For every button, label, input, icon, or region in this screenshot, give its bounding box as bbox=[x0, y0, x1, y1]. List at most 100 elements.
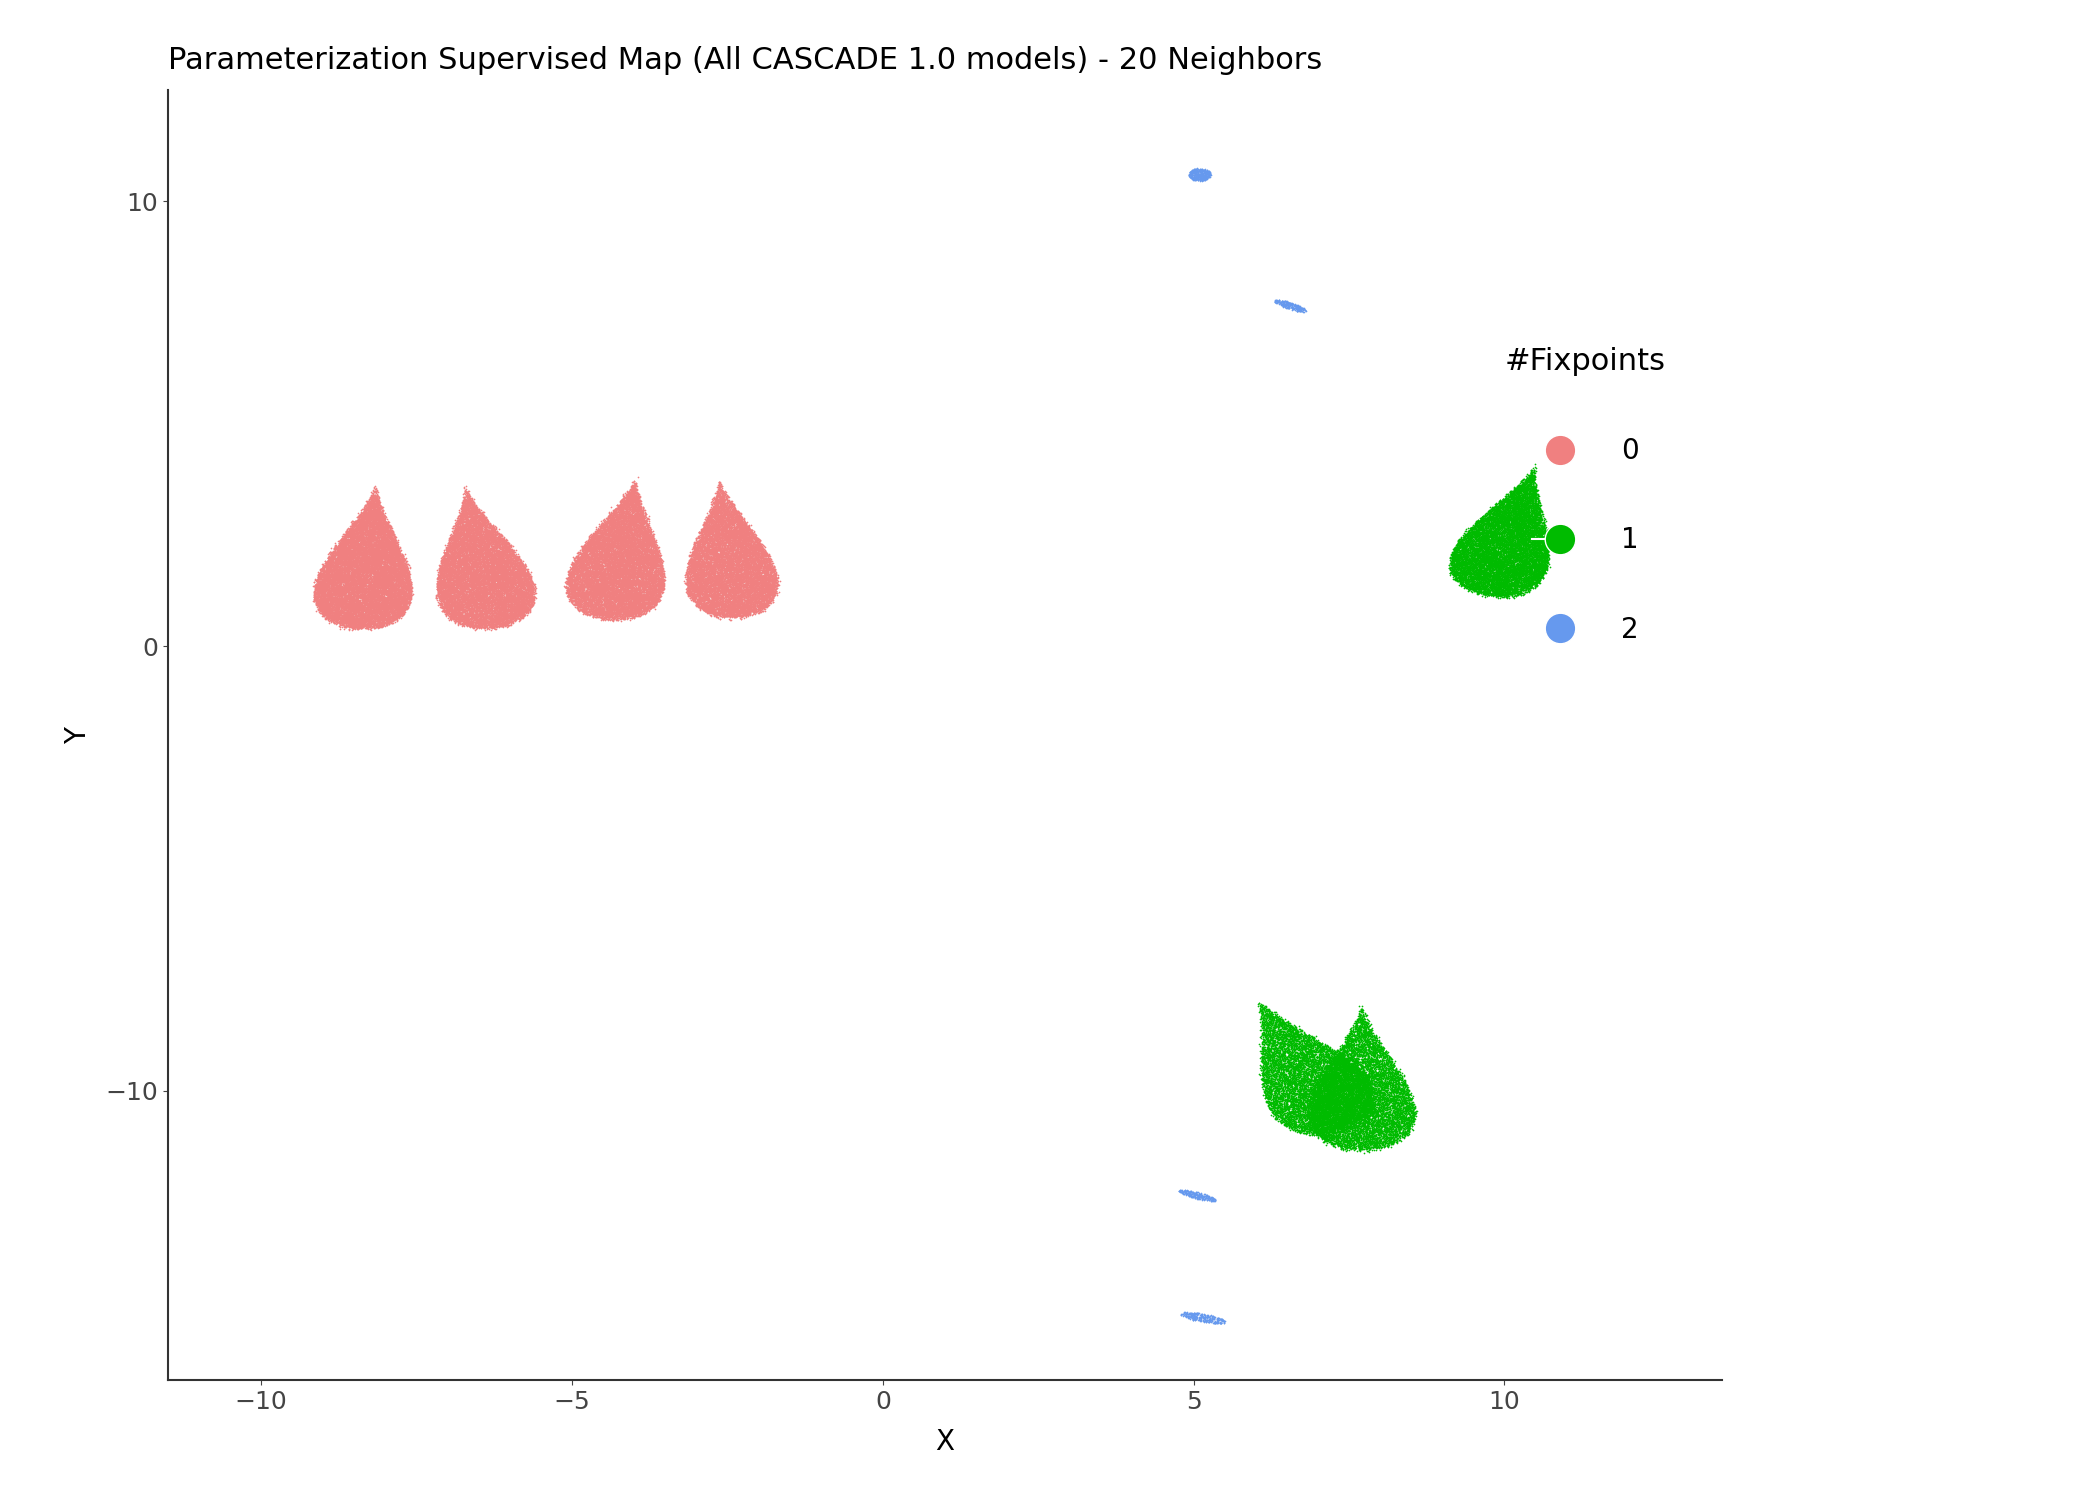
Point bbox=[1443, 532, 1476, 556]
Point bbox=[1508, 567, 1541, 591]
Point bbox=[1516, 531, 1550, 555]
Point bbox=[1254, 1011, 1287, 1035]
Point bbox=[687, 579, 720, 603]
Point bbox=[1250, 1056, 1283, 1080]
Point bbox=[445, 548, 479, 572]
Point bbox=[634, 576, 668, 600]
Point bbox=[334, 573, 367, 597]
Point bbox=[1527, 544, 1560, 568]
Point bbox=[603, 514, 636, 538]
Point bbox=[1516, 500, 1550, 523]
Point bbox=[355, 507, 388, 531]
Point bbox=[1352, 1029, 1386, 1053]
Point bbox=[1189, 1186, 1222, 1210]
Point bbox=[489, 548, 523, 572]
Point bbox=[735, 578, 769, 602]
Point bbox=[1340, 1060, 1373, 1084]
Point bbox=[1499, 494, 1533, 517]
Point bbox=[300, 591, 334, 615]
Point bbox=[584, 542, 617, 566]
Point bbox=[693, 590, 727, 613]
Point bbox=[731, 518, 764, 542]
Point bbox=[475, 567, 508, 591]
Point bbox=[313, 585, 346, 609]
Point bbox=[1348, 1132, 1382, 1156]
Point bbox=[1497, 507, 1531, 531]
Point bbox=[1300, 1113, 1334, 1137]
Point bbox=[1306, 1064, 1340, 1088]
Point bbox=[722, 506, 756, 530]
Point bbox=[674, 550, 708, 574]
Point bbox=[334, 590, 367, 613]
Point bbox=[1466, 576, 1499, 600]
Point bbox=[746, 546, 779, 570]
Point bbox=[1518, 476, 1552, 500]
Point bbox=[746, 580, 779, 604]
Point bbox=[1279, 1071, 1312, 1095]
Point bbox=[685, 567, 718, 591]
Point bbox=[363, 509, 397, 532]
Point bbox=[634, 572, 668, 596]
Point bbox=[391, 596, 424, 619]
Point bbox=[460, 614, 493, 638]
Point bbox=[1369, 1066, 1403, 1090]
Point bbox=[582, 578, 615, 602]
Point bbox=[1256, 1013, 1289, 1036]
Point bbox=[1474, 567, 1508, 591]
Point bbox=[1361, 1086, 1394, 1110]
Point bbox=[466, 604, 500, 628]
Point bbox=[313, 550, 346, 574]
Point bbox=[304, 562, 338, 586]
Point bbox=[624, 524, 657, 548]
Point bbox=[1281, 1080, 1315, 1104]
Point bbox=[611, 509, 645, 532]
Point bbox=[584, 516, 617, 540]
Point bbox=[729, 594, 762, 618]
Point bbox=[466, 543, 500, 567]
Point bbox=[716, 513, 750, 537]
Point bbox=[439, 586, 472, 610]
Point bbox=[611, 592, 645, 616]
Point bbox=[695, 504, 729, 528]
Point bbox=[680, 576, 714, 600]
Point bbox=[613, 558, 647, 582]
Point bbox=[697, 540, 731, 564]
Point bbox=[714, 566, 748, 590]
Point bbox=[1354, 1090, 1388, 1114]
Point bbox=[1529, 542, 1562, 566]
Point bbox=[1497, 572, 1531, 596]
Point bbox=[361, 590, 395, 613]
Point bbox=[313, 586, 346, 610]
Point bbox=[609, 550, 643, 574]
Point bbox=[382, 588, 416, 612]
Point bbox=[1464, 544, 1497, 568]
Point bbox=[624, 558, 657, 582]
Point bbox=[1457, 567, 1491, 591]
Point bbox=[1292, 1056, 1325, 1080]
Point bbox=[1485, 522, 1518, 546]
Point bbox=[622, 546, 655, 570]
Point bbox=[336, 600, 370, 624]
Point bbox=[693, 560, 727, 584]
Point bbox=[1258, 1019, 1292, 1042]
Point bbox=[464, 602, 498, 625]
Point bbox=[706, 566, 739, 590]
Point bbox=[1327, 1068, 1361, 1092]
Point bbox=[500, 591, 533, 615]
Point bbox=[1348, 1020, 1382, 1044]
Point bbox=[1462, 518, 1495, 542]
Point bbox=[483, 570, 517, 594]
Point bbox=[346, 519, 380, 543]
Point bbox=[1302, 1078, 1336, 1102]
Point bbox=[1483, 543, 1516, 567]
Point bbox=[1346, 1010, 1380, 1034]
Point bbox=[355, 538, 388, 562]
Point bbox=[368, 504, 401, 528]
Point bbox=[578, 566, 611, 590]
Point bbox=[1508, 482, 1541, 506]
Point bbox=[496, 572, 529, 596]
Point bbox=[311, 591, 344, 615]
Point bbox=[584, 550, 617, 574]
Point bbox=[384, 590, 418, 613]
Point bbox=[626, 592, 659, 616]
